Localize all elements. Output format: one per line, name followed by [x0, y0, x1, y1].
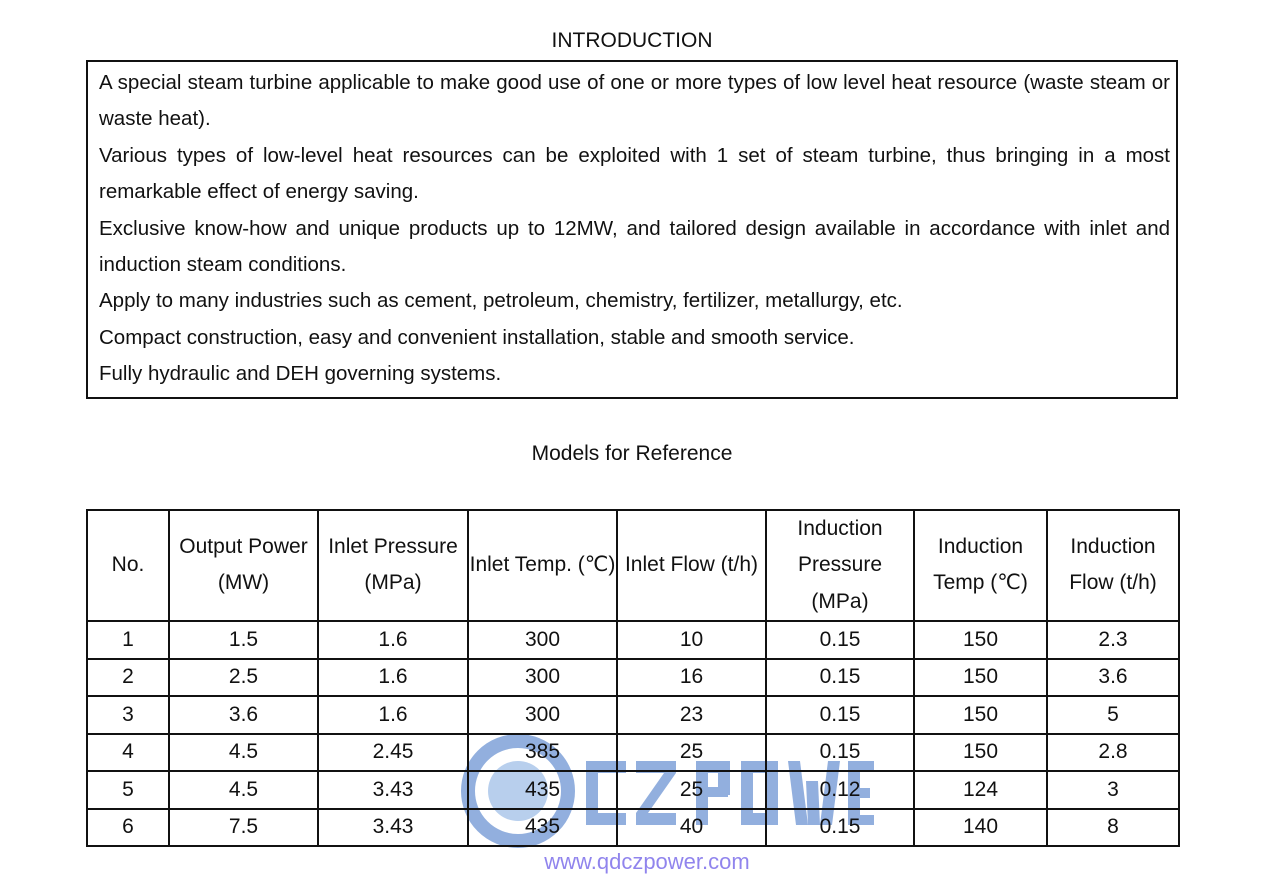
- table-cell: 3.6: [1046, 657, 1180, 698]
- table-cell: 150: [913, 620, 1048, 660]
- table-cell: 435: [467, 770, 618, 810]
- intro-paragraph: Various types of low-level heat resource…: [99, 143, 1170, 204]
- table-row: 6 7.5 3.43 435 40 0.15 140 8: [86, 807, 1180, 848]
- table-cell: 0.15: [765, 695, 915, 735]
- table-cell: 25: [616, 770, 767, 810]
- table-cell: 0.12: [765, 770, 915, 810]
- table-cell: 2.45: [317, 732, 469, 773]
- table-cell: 0.15: [765, 657, 915, 698]
- table-header-row: No. Output Power (MW) Inlet Pressure (MPa)…: [86, 508, 1180, 623]
- table-cell: 1.5: [168, 620, 319, 660]
- table-cell: 3: [1046, 770, 1180, 810]
- table-cell: 300: [467, 657, 618, 698]
- intro-paragraph: Compact construction, easy and convenien…: [99, 325, 855, 349]
- table-cell: 150: [913, 732, 1048, 773]
- table-cell: 140: [913, 807, 1048, 848]
- column-header: Inlet Temp. (℃): [467, 508, 618, 623]
- table-cell: 0.15: [765, 620, 915, 660]
- table-cell: 435: [467, 807, 618, 848]
- table-cell: 3.43: [317, 807, 469, 848]
- table-cell: 2: [86, 657, 170, 698]
- column-header: Inlet Pressure (MPa): [317, 508, 469, 623]
- intro-paragraph: A special steam turbine applicable to ma…: [99, 71, 1170, 131]
- table-row: 4 4.5 2.45 385 25 0.15 150 2.8: [86, 732, 1180, 773]
- table-cell: 10: [616, 620, 767, 660]
- table-cell: 1.6: [317, 695, 469, 735]
- column-header: Induction Flow (t/h): [1046, 508, 1180, 623]
- table-cell: 0.15: [765, 807, 915, 848]
- table-cell: 23: [616, 695, 767, 735]
- page: INTRODUCTION A special steam turbine app…: [86, 0, 1180, 876]
- table-cell: 3: [86, 695, 170, 735]
- intro-paragraph: Apply to many industries such as cement,…: [99, 289, 903, 313]
- table-cell: 1: [86, 620, 170, 660]
- table-row: 1 1.5 1.6 300 10 0.15 150 2.3: [86, 620, 1180, 660]
- table-cell: 5: [1046, 695, 1180, 735]
- table-cell: 385: [467, 732, 618, 773]
- table-cell: 2.3: [1046, 620, 1180, 660]
- table-cell: 300: [467, 620, 618, 660]
- table-cell: 6: [86, 807, 170, 848]
- table-cell: 3.6: [168, 695, 319, 735]
- table-row: 2 2.5 1.6 300 16 0.15 150 3.6: [86, 657, 1180, 698]
- table-cell: 0.15: [765, 732, 915, 773]
- column-header: No.: [86, 508, 170, 623]
- table-cell: 5: [86, 770, 170, 810]
- table-row: 5 4.5 3.43 435 25 0.12 124 3: [86, 770, 1180, 810]
- column-header: Induction Pressure (MPa): [765, 508, 915, 623]
- intro-paragraph: Exclusive know-how and unique products u…: [99, 216, 1170, 277]
- table-cell: 4.5: [168, 732, 319, 773]
- table-cell: 40: [616, 807, 767, 848]
- table-cell: 1.6: [317, 620, 469, 660]
- table-cell: 150: [913, 695, 1048, 735]
- table-cell: 3.43: [317, 770, 469, 810]
- intro-title: INTRODUCTION: [551, 29, 713, 52]
- column-header: Output Power (MW): [168, 508, 319, 623]
- table-cell: 124: [913, 770, 1048, 810]
- table-cell: 150: [913, 657, 1048, 698]
- table-cell: 4: [86, 732, 170, 773]
- table-cell: 2.8: [1046, 732, 1180, 773]
- table-cell: 1.6: [317, 657, 469, 698]
- table-row: 3 3.6 1.6 300 23 0.15 150 5: [86, 695, 1180, 735]
- column-header: Induction Temp (℃): [913, 508, 1048, 623]
- models-table-wrapper: No. Output Power (MW) Inlet Pressure (MPa)…: [86, 508, 1180, 876]
- models-title: Models for Reference: [531, 441, 733, 465]
- table-cell: 8: [1046, 807, 1180, 848]
- table-cell: 300: [467, 695, 618, 735]
- table-cell: 25: [616, 732, 767, 773]
- table-cell: 16: [616, 657, 767, 698]
- watermark-url: www.qdczpower.com: [544, 849, 750, 875]
- intro-box: A special steam turbine applicable to ma…: [86, 60, 1178, 399]
- models-table: No. Output Power (MW) Inlet Pressure (MPa)…: [86, 508, 1180, 848]
- table-cell: 7.5: [168, 807, 319, 848]
- intro-paragraph: Fully hydraulic and DEH governing system…: [99, 362, 502, 386]
- table-cell: 4.5: [168, 770, 319, 810]
- column-header: Inlet Flow (t/h): [616, 508, 767, 623]
- table-cell: 2.5: [168, 657, 319, 698]
